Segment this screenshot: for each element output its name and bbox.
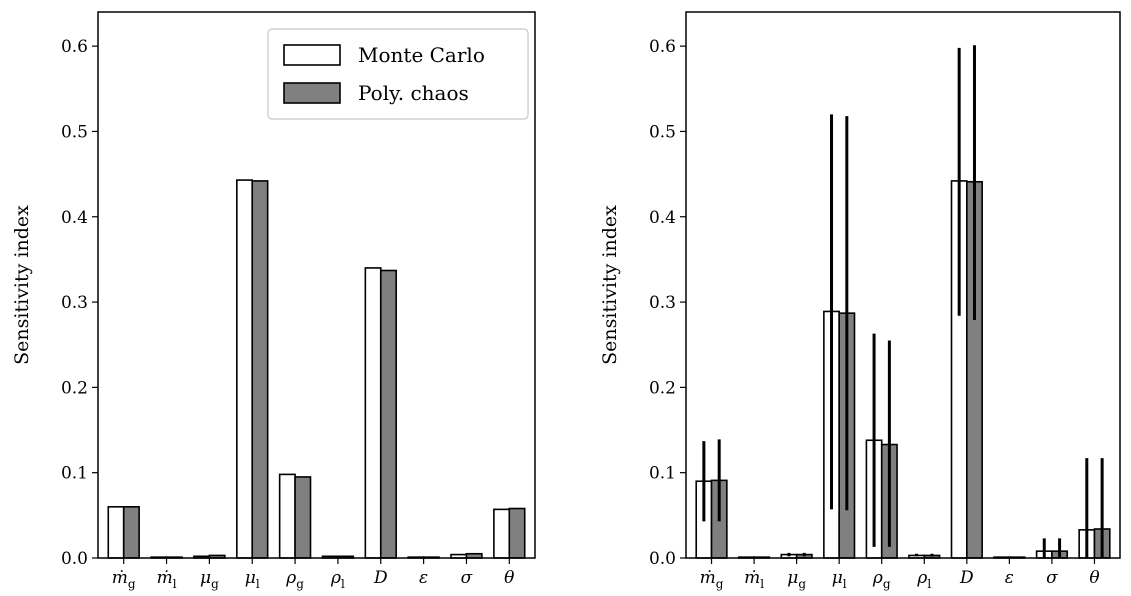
bar-poly-chaos-6 — [379, 269, 397, 559]
y-tick-label: 0.3 — [649, 293, 676, 313]
y-tick-label: 0.5 — [649, 122, 676, 142]
y-tick-label: 0.1 — [61, 464, 88, 484]
y-tick-label: 0.0 — [649, 549, 676, 569]
x-tick-label: θ — [1089, 568, 1099, 588]
x-tick-label: ρg — [285, 568, 304, 591]
x-tick-label: σ — [461, 568, 473, 588]
y-tick-label: 0.0 — [61, 549, 88, 569]
y-axis-label: Sensitivity index — [599, 205, 621, 365]
chart-panel-2: 0.0 0.1 0.2 0.3 0.4 0.5 0.6 Sensitivity index ṁg… — [599, 11, 1121, 591]
y-tick-label: 0.4 — [61, 208, 88, 228]
bar-poly-chaos-0 — [122, 506, 140, 559]
x-tick-label: ṁg — [700, 568, 724, 591]
x-tick-label: ρl — [916, 568, 931, 591]
x-tick-label: ε — [1005, 568, 1014, 588]
x-tick-label: μg — [200, 568, 219, 591]
x-tick-label: ṁl — [157, 568, 177, 591]
bar-poly-chaos-3 — [251, 180, 269, 559]
x-tick-label: θ — [504, 568, 514, 588]
legend-swatch — [283, 82, 341, 104]
y-tick-label: 0.1 — [649, 464, 676, 484]
x-tick-label: μl — [245, 568, 260, 591]
y-tick-label: 0.6 — [649, 37, 676, 57]
y-tick-label: 0.2 — [649, 378, 676, 398]
y-tick-label: 0.3 — [61, 293, 88, 313]
bar-monte-carlo-3 — [236, 179, 254, 559]
y-tick-label: 0.4 — [649, 208, 676, 228]
x-tick-label: ε — [419, 568, 428, 588]
x-tick-label: D — [373, 568, 388, 588]
legend-label: Poly. chaos — [358, 81, 469, 105]
x-tick-label: ρg — [872, 568, 891, 591]
bar-monte-carlo-9 — [493, 508, 511, 559]
x-tick-label: ṁg — [112, 568, 136, 591]
legend-label: Monte Carlo — [358, 43, 485, 67]
x-tick-label: σ — [1046, 568, 1058, 588]
legend-swatch — [283, 44, 341, 66]
bar-monte-carlo-4 — [278, 473, 296, 559]
y-axis-label: Sensitivity index — [11, 205, 33, 365]
plot-frame — [97, 11, 536, 559]
bar-poly-chaos-4 — [294, 476, 312, 559]
x-tick-label: D — [959, 568, 974, 588]
y-tick-label: 0.2 — [61, 378, 88, 398]
x-tick-label: μg — [787, 568, 806, 591]
bar-monte-carlo-6 — [364, 267, 382, 559]
legend: Monte Carlo Poly. chaos — [267, 28, 529, 120]
x-tick-label: ṁl — [744, 568, 764, 591]
y-tick-label: 0.5 — [61, 122, 88, 142]
x-tick-label: μl — [832, 568, 847, 591]
bar-poly-chaos-9 — [508, 507, 526, 559]
chart-panel-1: 0.0 0.1 0.2 0.3 0.4 0.5 0.6 Sensitivity index ṁg… — [11, 11, 536, 591]
plot-frame — [685, 11, 1121, 559]
bar-monte-carlo-0 — [107, 506, 125, 559]
x-tick-label: ρl — [330, 568, 345, 591]
y-tick-label: 0.6 — [61, 37, 88, 57]
